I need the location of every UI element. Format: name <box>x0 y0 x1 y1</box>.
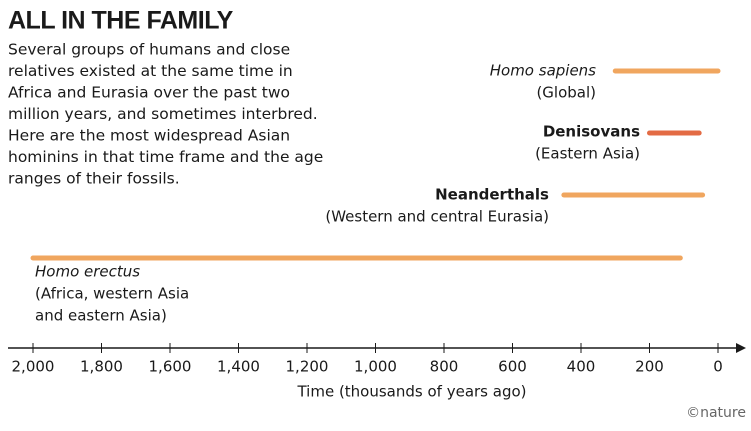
series-region: and eastern Asia) <box>35 307 167 325</box>
x-axis-label: Time (thousands of years ago) <box>296 383 526 401</box>
description-line: Several groups of humans and close <box>8 41 290 59</box>
description-line: hominins in that time frame and the age <box>8 148 323 166</box>
x-tick-label: 0 <box>713 358 723 376</box>
chart-title: ALL IN THE FAMILY <box>8 7 234 35</box>
description-line: million years, and sometimes interbred. <box>8 105 318 123</box>
x-tick-label: 1,000 <box>354 358 397 376</box>
description-line: ranges of their fossils. <box>8 170 180 188</box>
description-line: Here are the most widespread Asian <box>8 127 290 145</box>
series-region: (Eastern Asia) <box>535 145 640 163</box>
axis-arrow <box>736 343 746 353</box>
series-region: (Global) <box>536 84 596 102</box>
series-name: Homo erectus <box>35 263 140 281</box>
x-tick-label: 200 <box>635 358 664 376</box>
x-tick-label: 600 <box>498 358 527 376</box>
x-tick-label: 2,000 <box>12 358 55 376</box>
x-tick-label: 1,600 <box>149 358 192 376</box>
x-tick-label: 800 <box>430 358 459 376</box>
series-name: Neanderthals <box>435 186 549 204</box>
description-line: Africa and Eurasia over the past two <box>8 84 290 102</box>
series-name: Denisovans <box>543 123 640 141</box>
series-name: Homo sapiens <box>490 62 596 80</box>
series-region: (Africa, western Asia <box>35 285 189 303</box>
series-region: (Western and central Eurasia) <box>325 208 549 226</box>
x-tick-label: 1,400 <box>217 358 260 376</box>
x-tick-label: 1,800 <box>80 358 123 376</box>
credit: ©nature <box>686 405 746 421</box>
description-line: relatives existed at the same time in <box>8 62 293 80</box>
x-tick-label: 400 <box>567 358 596 376</box>
x-tick-label: 1,200 <box>286 358 329 376</box>
